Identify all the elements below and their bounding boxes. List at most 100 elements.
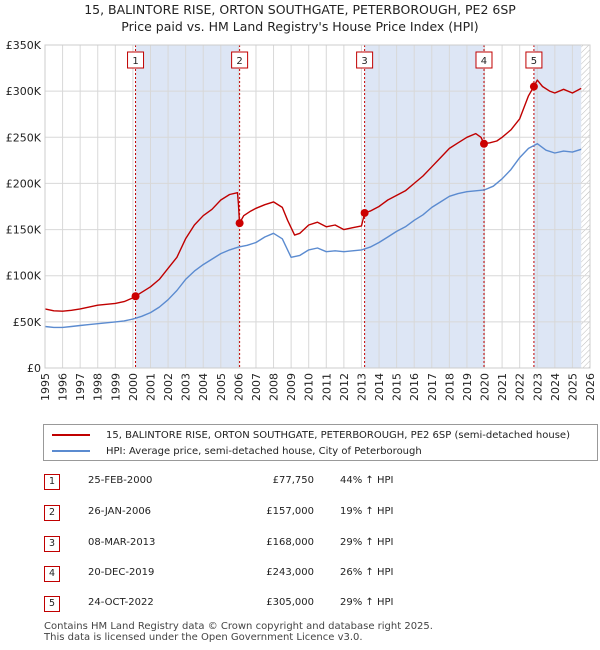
x-tick-label: 2019 (461, 373, 474, 401)
sale-number-box (127, 51, 145, 69)
x-tick-label: 2025 (566, 373, 579, 401)
legend-price-swatch (52, 434, 90, 436)
y-tick-label: £300K (6, 85, 42, 98)
transaction-row: 5 24-OCT-2022 £305,000 29% ↑ HPI (44, 596, 444, 612)
y-tick-label: £100K (6, 270, 42, 283)
transaction-hpi-change: 29% ↑ HPI (340, 537, 394, 548)
transaction-row: 1 25-FEB-2000 £77,750 44% ↑ HPI (44, 474, 444, 490)
transaction-price: £243,000 (266, 567, 314, 578)
chart-legend: 15, BALINTORE RISE, ORTON SOUTHGATE, PET… (43, 424, 598, 461)
x-tick-label: 2016 (408, 373, 421, 401)
x-tick-label: 2006 (232, 373, 245, 401)
transaction-row: 2 26-JAN-2006 £157,000 19% ↑ HPI (44, 505, 444, 521)
ownership-shade (533, 45, 582, 368)
y-tick-label: £200K (6, 177, 42, 190)
x-tick-label: 2023 (531, 373, 544, 401)
transaction-number: 5 (44, 596, 60, 612)
transaction-date: 25-FEB-2000 (88, 475, 153, 486)
x-tick-label: 2013 (355, 373, 368, 401)
x-tick-label: 2004 (197, 373, 210, 401)
x-tick-label: 2002 (162, 373, 175, 401)
y-tick-label: £150K (6, 224, 42, 237)
price-paid-line (44, 79, 582, 312)
sale-point (479, 139, 488, 148)
x-tick-label: 2015 (391, 373, 404, 401)
x-tick-label: 2024 (549, 373, 562, 401)
transaction-hpi-change: 29% ↑ HPI (340, 597, 394, 608)
x-tick-label: 2007 (250, 373, 263, 401)
transaction-date: 08-MAR-2013 (88, 537, 156, 548)
sale-number-label: 4 (481, 56, 487, 67)
hpi-line (44, 143, 582, 329)
transaction-date: 24-OCT-2022 (88, 597, 154, 608)
legend-price-label: 15, BALINTORE RISE, ORTON SOUTHGATE, PET… (106, 429, 570, 441)
x-tick-label: 2005 (215, 373, 228, 401)
x-tick-label: 2011 (320, 373, 333, 401)
transaction-number: 4 (44, 566, 60, 582)
sale-number-label: 3 (361, 56, 367, 67)
sale-point (131, 292, 140, 301)
plot-area (45, 45, 590, 368)
transaction-number: 2 (44, 505, 60, 521)
transaction-price: £157,000 (266, 506, 314, 517)
transaction-number: 1 (44, 474, 60, 490)
x-tick-label: 2012 (338, 373, 351, 401)
chart-subtitle: Price paid vs. HM Land Registry's House … (121, 19, 479, 34)
x-tick-label: 2021 (496, 373, 509, 401)
x-tick-label: 2009 (285, 373, 298, 401)
legend-hpi-swatch (52, 450, 90, 452)
y-tick-label: £250K (6, 131, 42, 144)
transaction-date: 20-DEC-2019 (88, 567, 155, 578)
transaction-hpi-change: 19% ↑ HPI (340, 506, 394, 517)
hatched-region (581, 45, 590, 368)
ownership-shade (364, 45, 484, 368)
x-tick-label: 2008 (268, 373, 281, 401)
price-chart: 1 2 3 4 5 £0 £50K £100K £150K £200K £250K £300K £35… (6, 39, 597, 401)
legend-item-hpi: HPI: Average price, semi-detached house,… (52, 443, 422, 459)
legend-item-price: 15, BALINTORE RISE, ORTON SOUTHGATE, PET… (52, 427, 570, 443)
legend-hpi-label: HPI: Average price, semi-detached house,… (106, 445, 422, 457)
sale-number-label: 5 (531, 56, 537, 67)
transaction-price: £77,750 (272, 475, 314, 486)
sale-number-box (356, 51, 374, 69)
x-tick-label: 2001 (144, 373, 157, 401)
transaction-row: 4 20-DEC-2019 £243,000 26% ↑ HPI (44, 566, 444, 582)
transaction-hpi-change: 26% ↑ HPI (340, 567, 394, 578)
y-tick-label: £0 (27, 362, 41, 375)
x-tick-label: 2014 (373, 373, 386, 401)
sale-number-label: 1 (132, 56, 138, 67)
x-tick-label: 2026 (584, 373, 597, 401)
x-tick-label: 1995 (39, 373, 52, 401)
footer-copyright: Contains HM Land Registry data © Crown c… (44, 621, 433, 632)
sale-number-label: 2 (236, 56, 242, 67)
transaction-price: £305,000 (266, 597, 314, 608)
transaction-date: 26-JAN-2006 (88, 506, 152, 517)
x-tick-label: 2022 (514, 373, 527, 401)
sale-point (360, 208, 369, 217)
sale-point (529, 82, 538, 91)
transaction-hpi-change: 44% ↑ HPI (340, 475, 394, 486)
x-tick-label: 2020 (479, 373, 492, 401)
sale-number-box (231, 51, 249, 69)
plot-frame (44, 44, 591, 369)
transaction-number: 3 (44, 536, 60, 552)
x-tick-label: 1998 (92, 373, 105, 401)
x-tick-label: 1997 (74, 373, 87, 401)
x-tick-label: 2000 (127, 373, 140, 401)
sale-point (235, 219, 244, 228)
footer-licence: This data is licensed under the Open Gov… (44, 632, 363, 643)
x-tick-label: 2018 (443, 373, 456, 401)
y-tick-label: £350K (6, 39, 42, 52)
x-tick-label: 1999 (109, 373, 122, 401)
x-tick-label: 2010 (303, 373, 316, 401)
sale-number-box (475, 51, 493, 69)
x-tick-label: 1996 (57, 373, 70, 401)
y-tick-label: £50K (13, 316, 42, 329)
transaction-row: 3 08-MAR-2013 £168,000 29% ↑ HPI (44, 536, 444, 552)
x-tick-label: 2017 (426, 373, 439, 401)
sale-number-box (525, 51, 543, 69)
x-tick-label: 2003 (180, 373, 193, 401)
transaction-price: £168,000 (266, 537, 314, 548)
chart-title: 15, BALINTORE RISE, ORTON SOUTHGATE, PET… (84, 2, 516, 17)
ownership-shade (135, 45, 240, 368)
